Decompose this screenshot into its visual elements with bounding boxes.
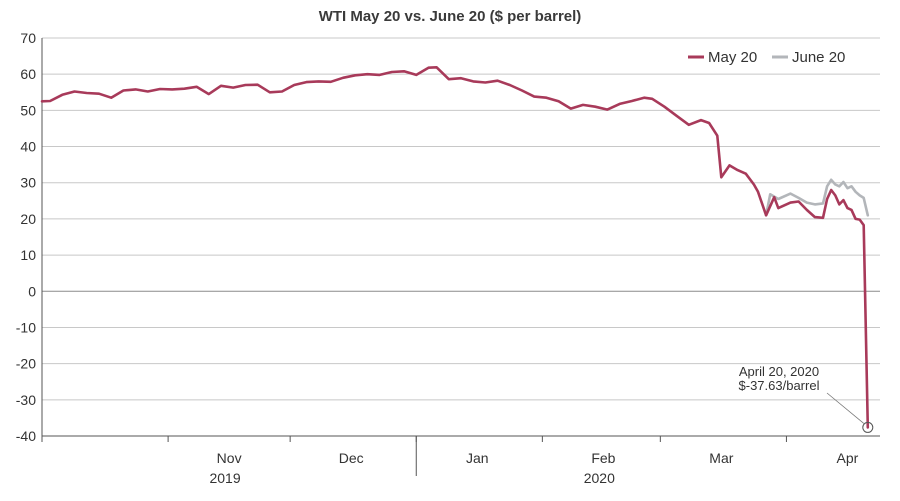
y-tick-label: -20	[16, 356, 36, 372]
y-tick-label: 10	[20, 247, 36, 263]
year-label: 2020	[584, 470, 615, 486]
y-tick-label: 60	[20, 66, 36, 82]
chart-title: WTI May 20 vs. June 20 ($ per barrel)	[318, 8, 582, 25]
x-tick-label: Apr	[837, 450, 859, 466]
y-tick-label: 40	[20, 139, 36, 155]
y-tick-label: 20	[20, 211, 36, 227]
y-tick-label: 70	[20, 30, 36, 46]
y-tick-label: 30	[20, 175, 36, 191]
annotation-price: $-37.63/barrel	[739, 378, 820, 393]
annotation-date: April 20, 2020	[739, 364, 819, 379]
annotation-marker	[862, 421, 874, 433]
x-tick-label: Jan	[466, 450, 489, 466]
year-label: 2019	[209, 470, 240, 486]
x-tick-label: Feb	[591, 450, 615, 466]
series-line-may-20	[40, 66, 870, 429]
y-tick-label: -10	[16, 319, 36, 335]
y-tick-label: 0	[28, 283, 36, 299]
x-tick-label: Nov	[217, 450, 242, 466]
y-tick-label: 50	[20, 102, 36, 118]
annotation-leader-line	[826, 392, 865, 424]
legend-label-june-20: June 20	[792, 49, 845, 66]
y-tick-label: -40	[16, 428, 36, 444]
x-tick-label: Dec	[339, 450, 364, 466]
y-tick-label: -30	[16, 392, 36, 408]
legend-label-may-20: May 20	[708, 49, 757, 66]
series-line-june-20	[764, 178, 870, 217]
x-tick-label: Mar	[709, 450, 733, 466]
